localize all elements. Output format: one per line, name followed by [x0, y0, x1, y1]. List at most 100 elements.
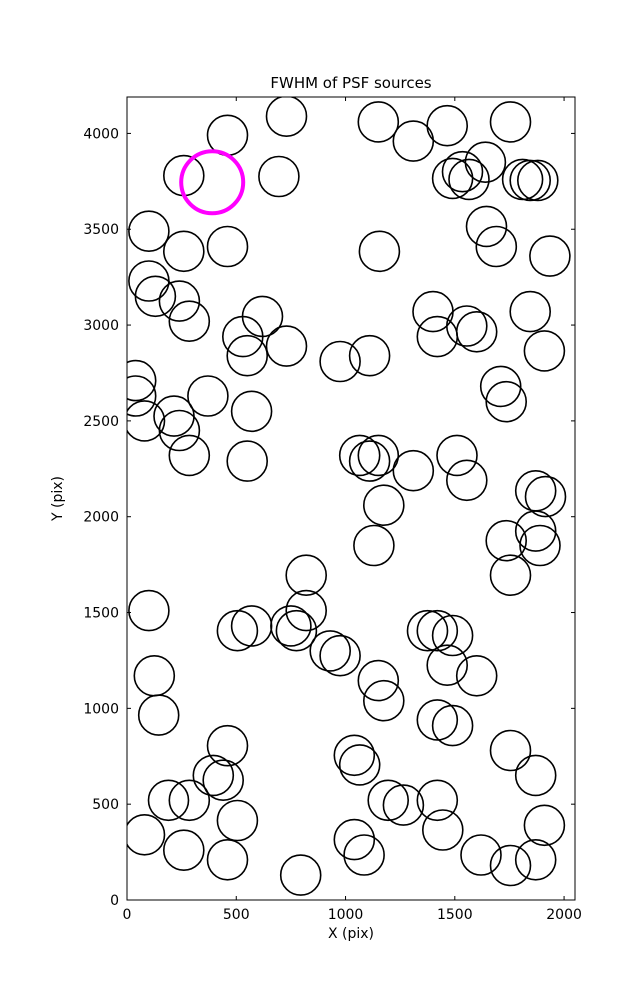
source-circle	[127, 375, 157, 417]
source-circle	[489, 844, 532, 887]
source-circle	[216, 799, 259, 842]
source-circle	[258, 155, 300, 198]
source-circle	[333, 818, 376, 861]
source-circle	[514, 838, 557, 881]
source-circle	[416, 779, 459, 822]
y-tick-label: 4000	[83, 126, 119, 142]
highlighted-source-circle	[179, 149, 246, 216]
source-circle	[128, 210, 170, 252]
source-circle	[485, 380, 528, 423]
source-circle	[509, 290, 552, 333]
source-circle	[382, 784, 425, 826]
source-circle	[319, 634, 361, 677]
source-circle	[460, 834, 502, 876]
source-circle	[475, 225, 518, 268]
source-circle	[128, 589, 170, 632]
source-circle	[514, 754, 557, 797]
source-circle	[406, 609, 449, 652]
source-circle	[338, 744, 381, 786]
source-circle	[226, 334, 268, 377]
source-circle	[489, 554, 532, 597]
source-circle	[279, 854, 322, 896]
source-circle	[168, 300, 211, 343]
source-circle	[127, 814, 166, 856]
source-circle	[319, 340, 361, 383]
y-axis-label: Y (pix)	[50, 476, 66, 522]
source-circle	[353, 524, 395, 567]
y-tick-label: 3500	[83, 222, 119, 238]
x-tick-label: 1500	[437, 907, 473, 923]
axes-frame	[126, 96, 576, 901]
source-circle	[416, 699, 459, 741]
source-circle	[348, 334, 391, 377]
source-circle	[358, 230, 401, 273]
source-circle	[514, 510, 557, 552]
source-circle	[187, 375, 229, 417]
source-circle	[448, 158, 490, 201]
source-circle	[265, 97, 308, 137]
source-circle	[127, 400, 166, 442]
source-circle	[206, 838, 249, 881]
source-circle	[127, 359, 157, 402]
y-tick-label: 1000	[83, 701, 119, 717]
source-circle	[226, 440, 268, 482]
source-circle	[158, 280, 201, 322]
source-circle	[479, 365, 522, 408]
y-tick-label: 2000	[83, 510, 119, 526]
source-circle	[509, 159, 552, 202]
source-circle	[270, 605, 312, 647]
source-circle	[441, 150, 484, 193]
source-circle	[285, 554, 328, 597]
source-circle	[343, 834, 385, 876]
source-circle	[265, 325, 308, 367]
y-tick-label: 500	[92, 797, 119, 813]
source-circle	[529, 235, 571, 277]
source-circle	[436, 434, 478, 477]
source-circle	[206, 225, 249, 268]
x-tick-label: 2000	[546, 907, 582, 923]
source-circle	[485, 519, 528, 562]
source-circle	[431, 704, 474, 747]
source-circle	[309, 630, 352, 672]
source-circle	[431, 614, 474, 657]
source-circle	[426, 644, 469, 687]
y-tick-label: 2500	[83, 414, 119, 430]
source-circle	[163, 230, 205, 273]
source-circle	[338, 434, 381, 477]
source-circle	[362, 679, 405, 722]
source-circle	[216, 609, 259, 652]
source-circle	[465, 205, 508, 248]
source-circle	[416, 609, 459, 652]
source-circle	[489, 729, 532, 772]
source-circle	[202, 759, 244, 802]
data-points-layer	[127, 97, 571, 896]
y-tick-label: 3000	[83, 318, 119, 334]
source-circle	[168, 434, 211, 477]
x-tick-label: 500	[223, 907, 250, 923]
source-circle	[134, 275, 177, 318]
source-circle	[523, 330, 566, 372]
source-circle	[489, 101, 532, 143]
source-circle	[275, 609, 318, 652]
source-circle	[357, 101, 400, 143]
source-circle	[455, 654, 498, 697]
source-circle	[367, 779, 410, 822]
x-tick-label: 0	[123, 907, 132, 923]
x-tick-label: 1000	[328, 907, 364, 923]
source-circle	[516, 159, 559, 202]
source-circle	[192, 754, 235, 797]
source-circle	[137, 694, 180, 736]
source-circle	[222, 315, 264, 358]
source-circle	[455, 310, 498, 353]
source-circle	[421, 809, 464, 851]
source-circle	[158, 409, 201, 452]
source-circle	[426, 104, 469, 147]
source-circle	[392, 449, 435, 492]
y-tick-label: 1500	[83, 606, 119, 622]
chart-title: FWHM of PSF sources	[270, 74, 431, 92]
source-circle	[524, 475, 567, 518]
source-circle	[285, 589, 328, 632]
